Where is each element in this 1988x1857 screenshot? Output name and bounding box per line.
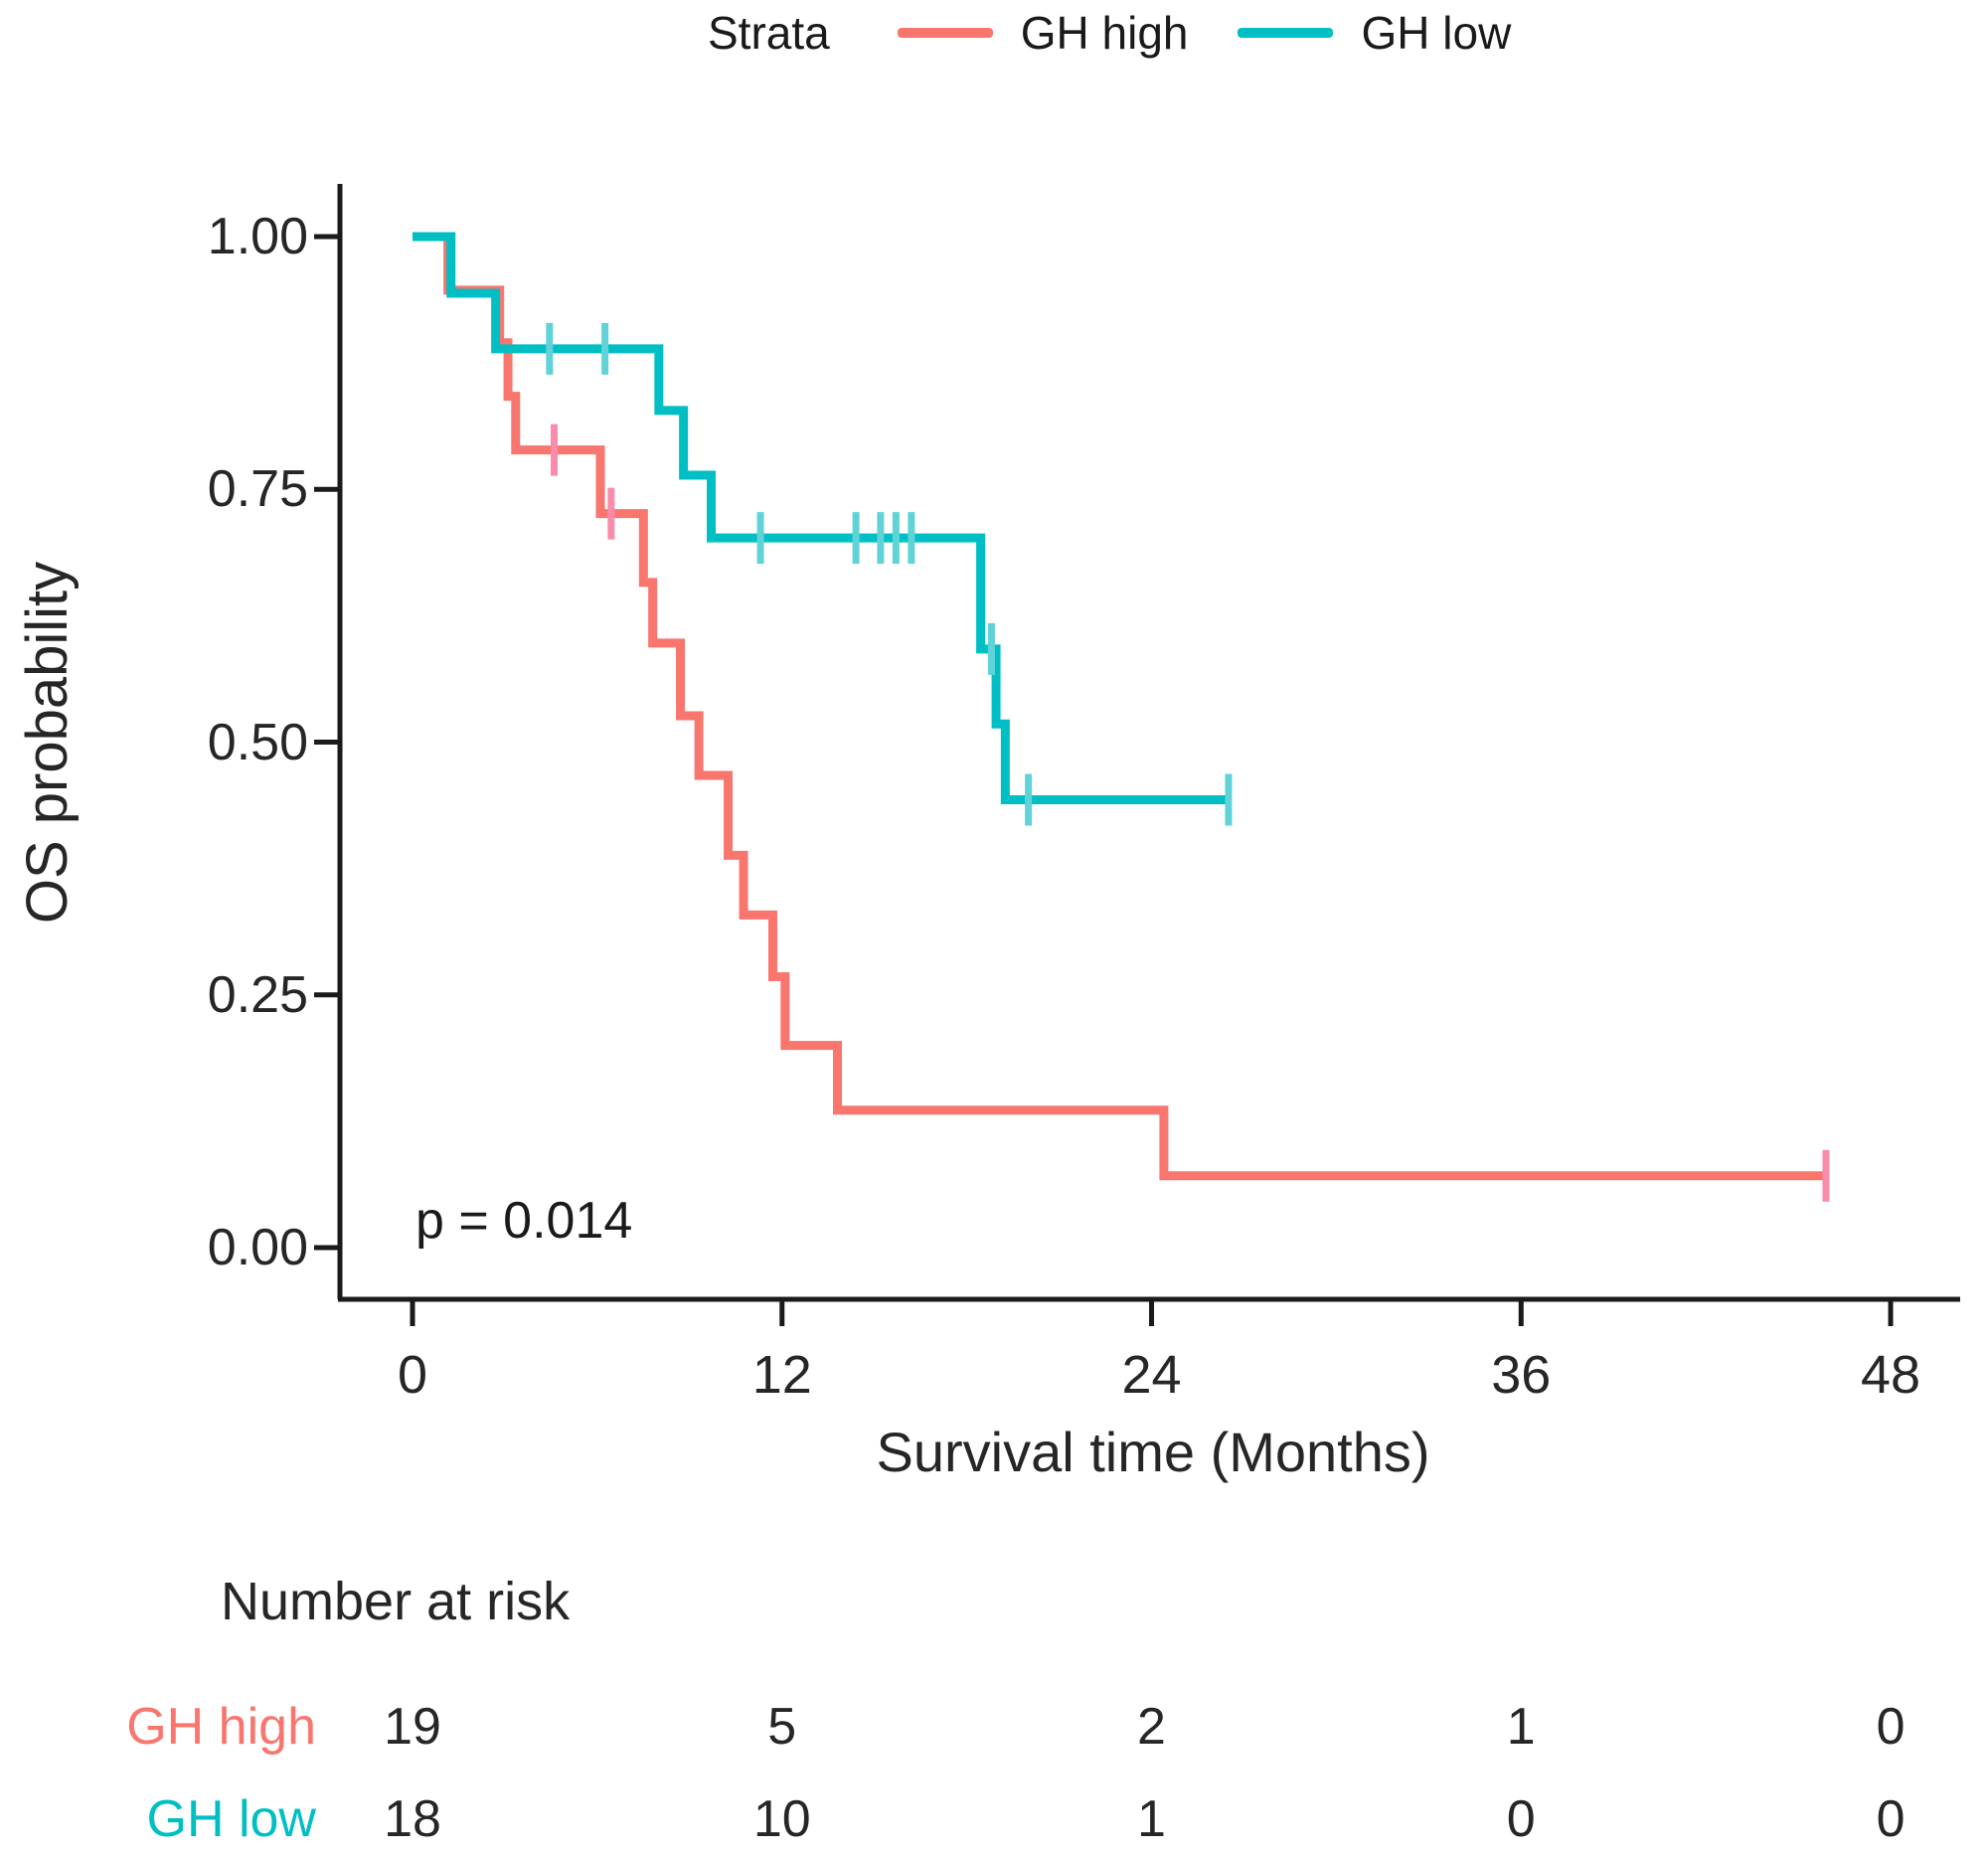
survival-curve-gh-high <box>413 232 1826 1181</box>
x-tick-label: 36 <box>1491 1345 1552 1405</box>
y-tick-label: 0.00 <box>207 1219 308 1276</box>
risk-count: 0 <box>1876 1790 1905 1848</box>
x-axis-title: Survival time (Months) <box>876 1421 1430 1483</box>
risk-row-label-gh-low: GH low <box>146 1790 316 1848</box>
y-tick-label: 0.50 <box>207 713 308 771</box>
x-tick-label: 24 <box>1121 1345 1182 1405</box>
y-tick-label: 0.75 <box>207 460 308 519</box>
risk-count: 19 <box>384 1698 441 1756</box>
risk-count: 0 <box>1876 1698 1905 1756</box>
x-tick-label: 48 <box>1860 1345 1921 1405</box>
survival-curve-gh-low <box>413 232 1229 804</box>
risk-count: 10 <box>752 1790 811 1848</box>
legend-label-gh-high: GH high <box>1020 7 1189 59</box>
risk-count: 2 <box>1137 1698 1166 1756</box>
legend-title: Strata <box>708 7 830 59</box>
legend: Strata GH high GH low <box>708 6 1533 60</box>
y-axis-title: OS probability <box>15 561 80 925</box>
x-tick-label: 12 <box>751 1345 812 1405</box>
risk-count: 1 <box>1506 1698 1536 1756</box>
p-value-annotation: p = 0.014 <box>415 1192 633 1250</box>
risk-row-label-gh-high: GH high <box>126 1698 316 1756</box>
risk-table-header: Number at risk <box>221 1572 571 1631</box>
legend-label-gh-low: GH low <box>1361 7 1512 59</box>
y-tick-label: 0.25 <box>207 965 308 1024</box>
risk-count: 1 <box>1137 1790 1166 1848</box>
risk-count: 5 <box>767 1698 797 1756</box>
y-tick-label: 1.00 <box>207 208 308 265</box>
x-tick-label: 0 <box>397 1345 428 1405</box>
risk-count: 0 <box>1506 1790 1536 1848</box>
legend-key-gh-low <box>1238 28 1334 38</box>
legend-key-gh-high <box>897 28 993 38</box>
risk-count: 18 <box>384 1790 441 1848</box>
